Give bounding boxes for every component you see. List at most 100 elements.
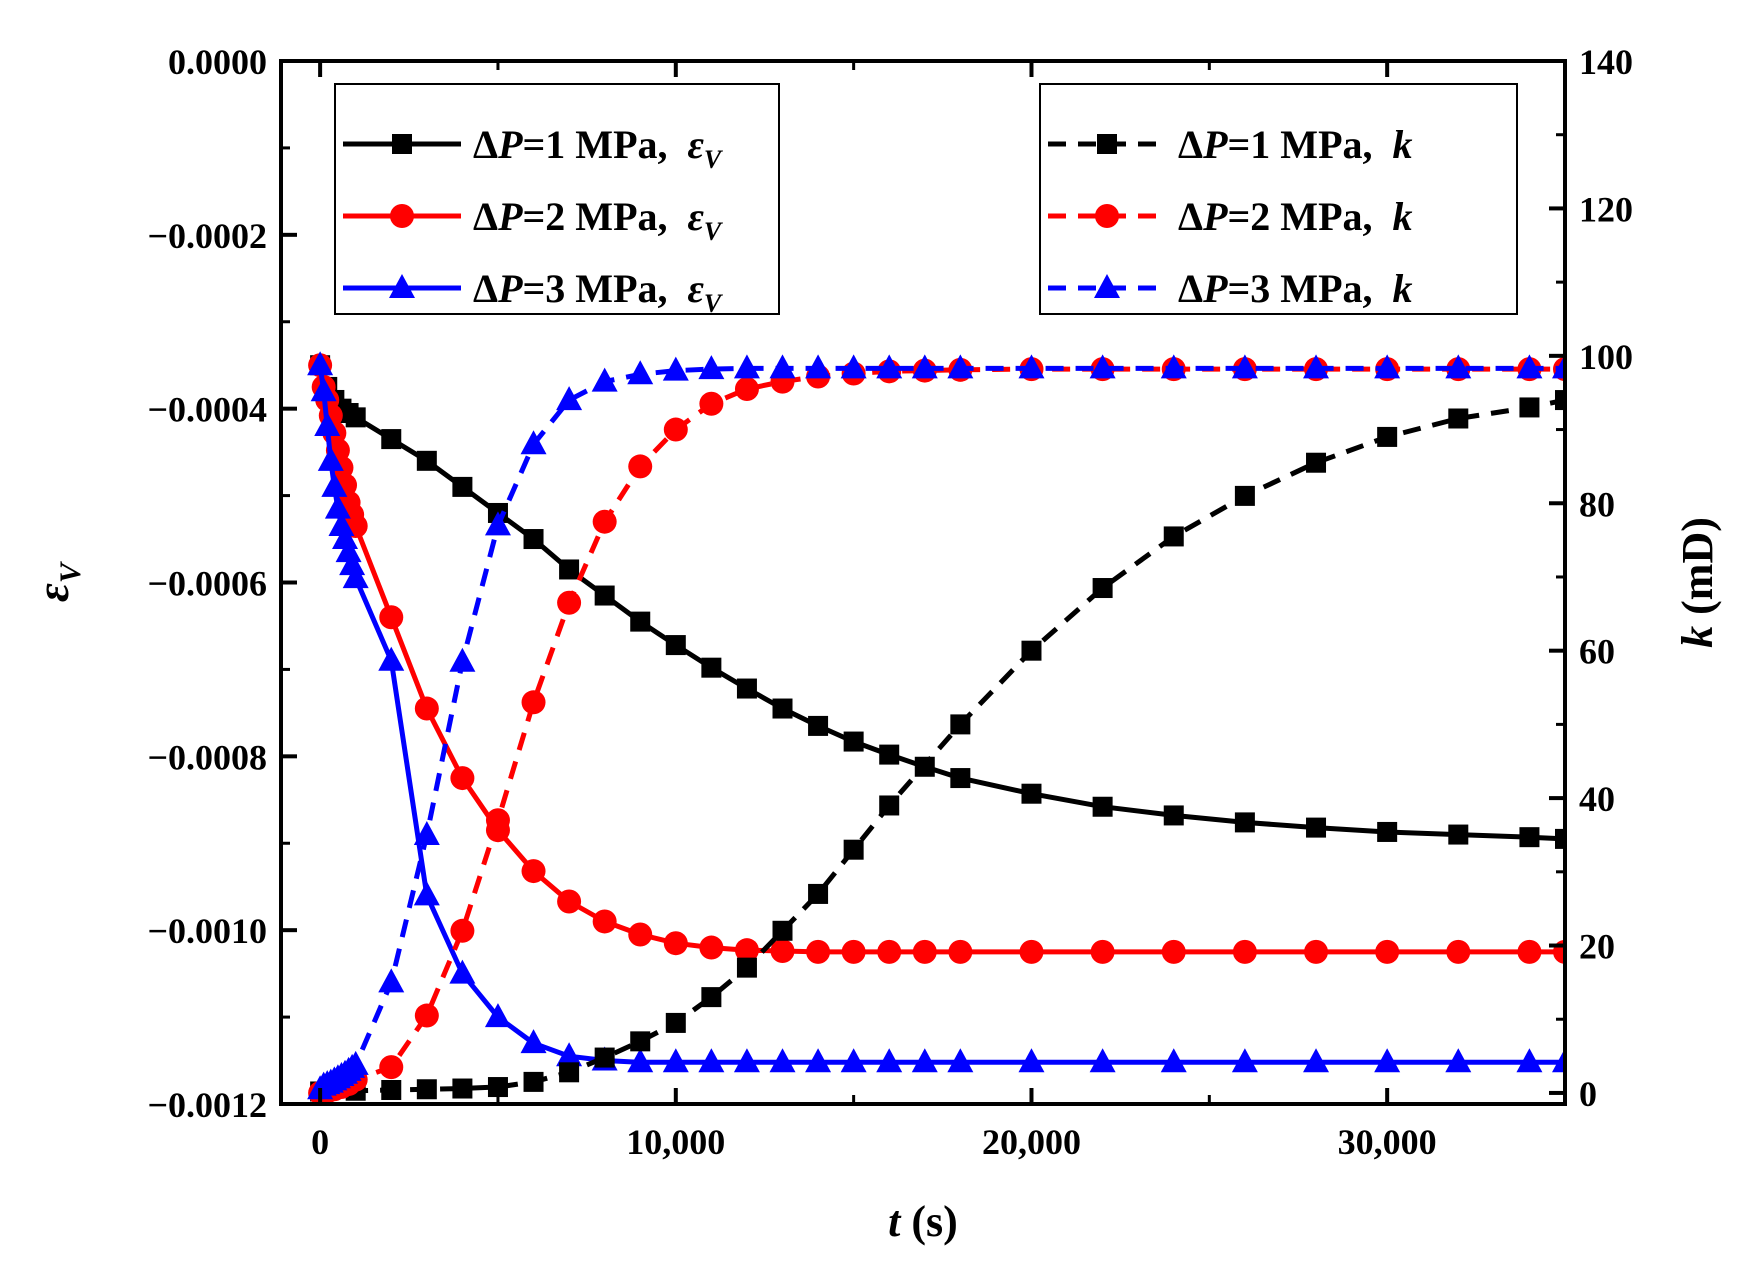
legend-delta: Δ [1178, 122, 1203, 167]
data-point [772, 920, 793, 941]
data-point [877, 939, 902, 964]
legend-symbol: ε [688, 266, 705, 311]
data-point [1234, 485, 1255, 506]
legend-marker [1097, 134, 1117, 154]
series-line [317, 364, 1565, 955]
data-point [1552, 1048, 1565, 1073]
data-point [843, 731, 864, 752]
series-3 [307, 351, 1565, 1073]
data-point [736, 957, 757, 978]
series-6 [307, 354, 1565, 1100]
legend-sub: V [704, 289, 724, 318]
data-point [662, 356, 689, 381]
data-point [452, 1078, 473, 1099]
data-point [520, 1029, 547, 1054]
data-point [557, 889, 582, 914]
data-point [485, 808, 510, 833]
data-point [1231, 354, 1258, 379]
legend-label: ΔP=2 MPa, εV [473, 194, 724, 246]
series-line [320, 397, 1565, 1094]
data-point [947, 354, 974, 379]
data-point [769, 1048, 796, 1073]
data-point [449, 647, 476, 672]
data-point [339, 551, 366, 576]
y-right-axis-label: k (mD) [1673, 517, 1722, 648]
data-point [770, 939, 795, 964]
legend-var: P [497, 194, 523, 239]
data-point [381, 429, 402, 450]
x-tick-label: 0 [311, 1122, 329, 1162]
data-point [559, 559, 580, 580]
y-left-axis-label-symbol: ε [27, 583, 78, 602]
data-point [734, 938, 759, 963]
data-point [699, 391, 724, 416]
y-right-tick-label: 40 [1579, 779, 1615, 819]
legend-symbol: ε [688, 194, 705, 239]
data-point [335, 538, 362, 563]
data-point [1519, 397, 1540, 418]
data-point [1232, 939, 1257, 964]
data-point [1303, 354, 1330, 379]
y-right-tick-label: 100 [1579, 337, 1633, 377]
legend-text: =3 MPa, [1228, 266, 1393, 311]
legend-label: ΔP=1 MPa, εV [473, 122, 724, 174]
data-point [1375, 939, 1400, 964]
y-right-axis-label-var: k [1673, 626, 1722, 648]
data-point [1377, 426, 1398, 447]
axes-layer: 0 10,000 20,000 30,000 0.0000 −0.0002 −0.0004 −… [147, 42, 1633, 1162]
legend-marker [1094, 274, 1120, 298]
data-point [1519, 827, 1540, 848]
data-point [1516, 354, 1543, 379]
data-point [879, 795, 900, 816]
x-tick-label: 10,000 [626, 1122, 725, 1162]
data-point [733, 1048, 760, 1073]
data-point [317, 446, 344, 471]
data-point [452, 476, 473, 497]
legend-text: =2 MPa, [1228, 194, 1393, 239]
y-right-tick-label: 80 [1579, 484, 1615, 524]
data-point [1090, 939, 1115, 964]
legend-label: ΔP=2 MPa, k [1178, 194, 1413, 239]
legend-symbol: k [1393, 266, 1413, 311]
data-point [911, 1048, 938, 1073]
y-right-tick-label: 60 [1579, 632, 1615, 672]
data-point [1448, 824, 1469, 845]
data-point [1552, 354, 1565, 379]
data-point [321, 472, 348, 497]
data-point [1516, 1048, 1543, 1073]
legend-box [1039, 83, 1518, 315]
legend-symbol: k [1393, 122, 1413, 167]
data-point [627, 360, 654, 385]
data-point [840, 1048, 867, 1073]
data-point [1377, 821, 1398, 842]
data-point [805, 1048, 832, 1073]
x-axis-label-unit: (s) [900, 1197, 957, 1246]
data-point [592, 909, 617, 934]
x-axis-label-var: t [888, 1197, 902, 1246]
legend-text: =2 MPa, [523, 194, 688, 239]
x-axis-label: t (s) [888, 1197, 958, 1246]
data-point [806, 939, 831, 964]
data-point [413, 820, 440, 845]
data-point [841, 939, 866, 964]
y-left-tick-label: 0.0000 [168, 42, 267, 82]
legend-text: =1 MPa, [1228, 122, 1393, 167]
data-point [843, 839, 864, 860]
data-point [556, 1042, 583, 1067]
legend-delta: Δ [473, 194, 498, 239]
data-point [701, 657, 722, 678]
series-4 [310, 390, 1565, 1102]
legend-delta: Δ [1178, 194, 1203, 239]
data-point [1089, 1048, 1116, 1073]
data-point [1445, 1048, 1472, 1073]
data-point [1374, 1048, 1401, 1073]
data-point [450, 766, 475, 791]
y-left-tick-label: −0.0006 [147, 564, 267, 604]
legend-box [334, 83, 780, 315]
y-right-tick-label: 0 [1579, 1074, 1597, 1114]
data-point [950, 714, 971, 735]
data-point [698, 355, 725, 380]
data-point [1092, 578, 1113, 599]
data-point [1092, 796, 1113, 817]
data-point [663, 931, 688, 956]
